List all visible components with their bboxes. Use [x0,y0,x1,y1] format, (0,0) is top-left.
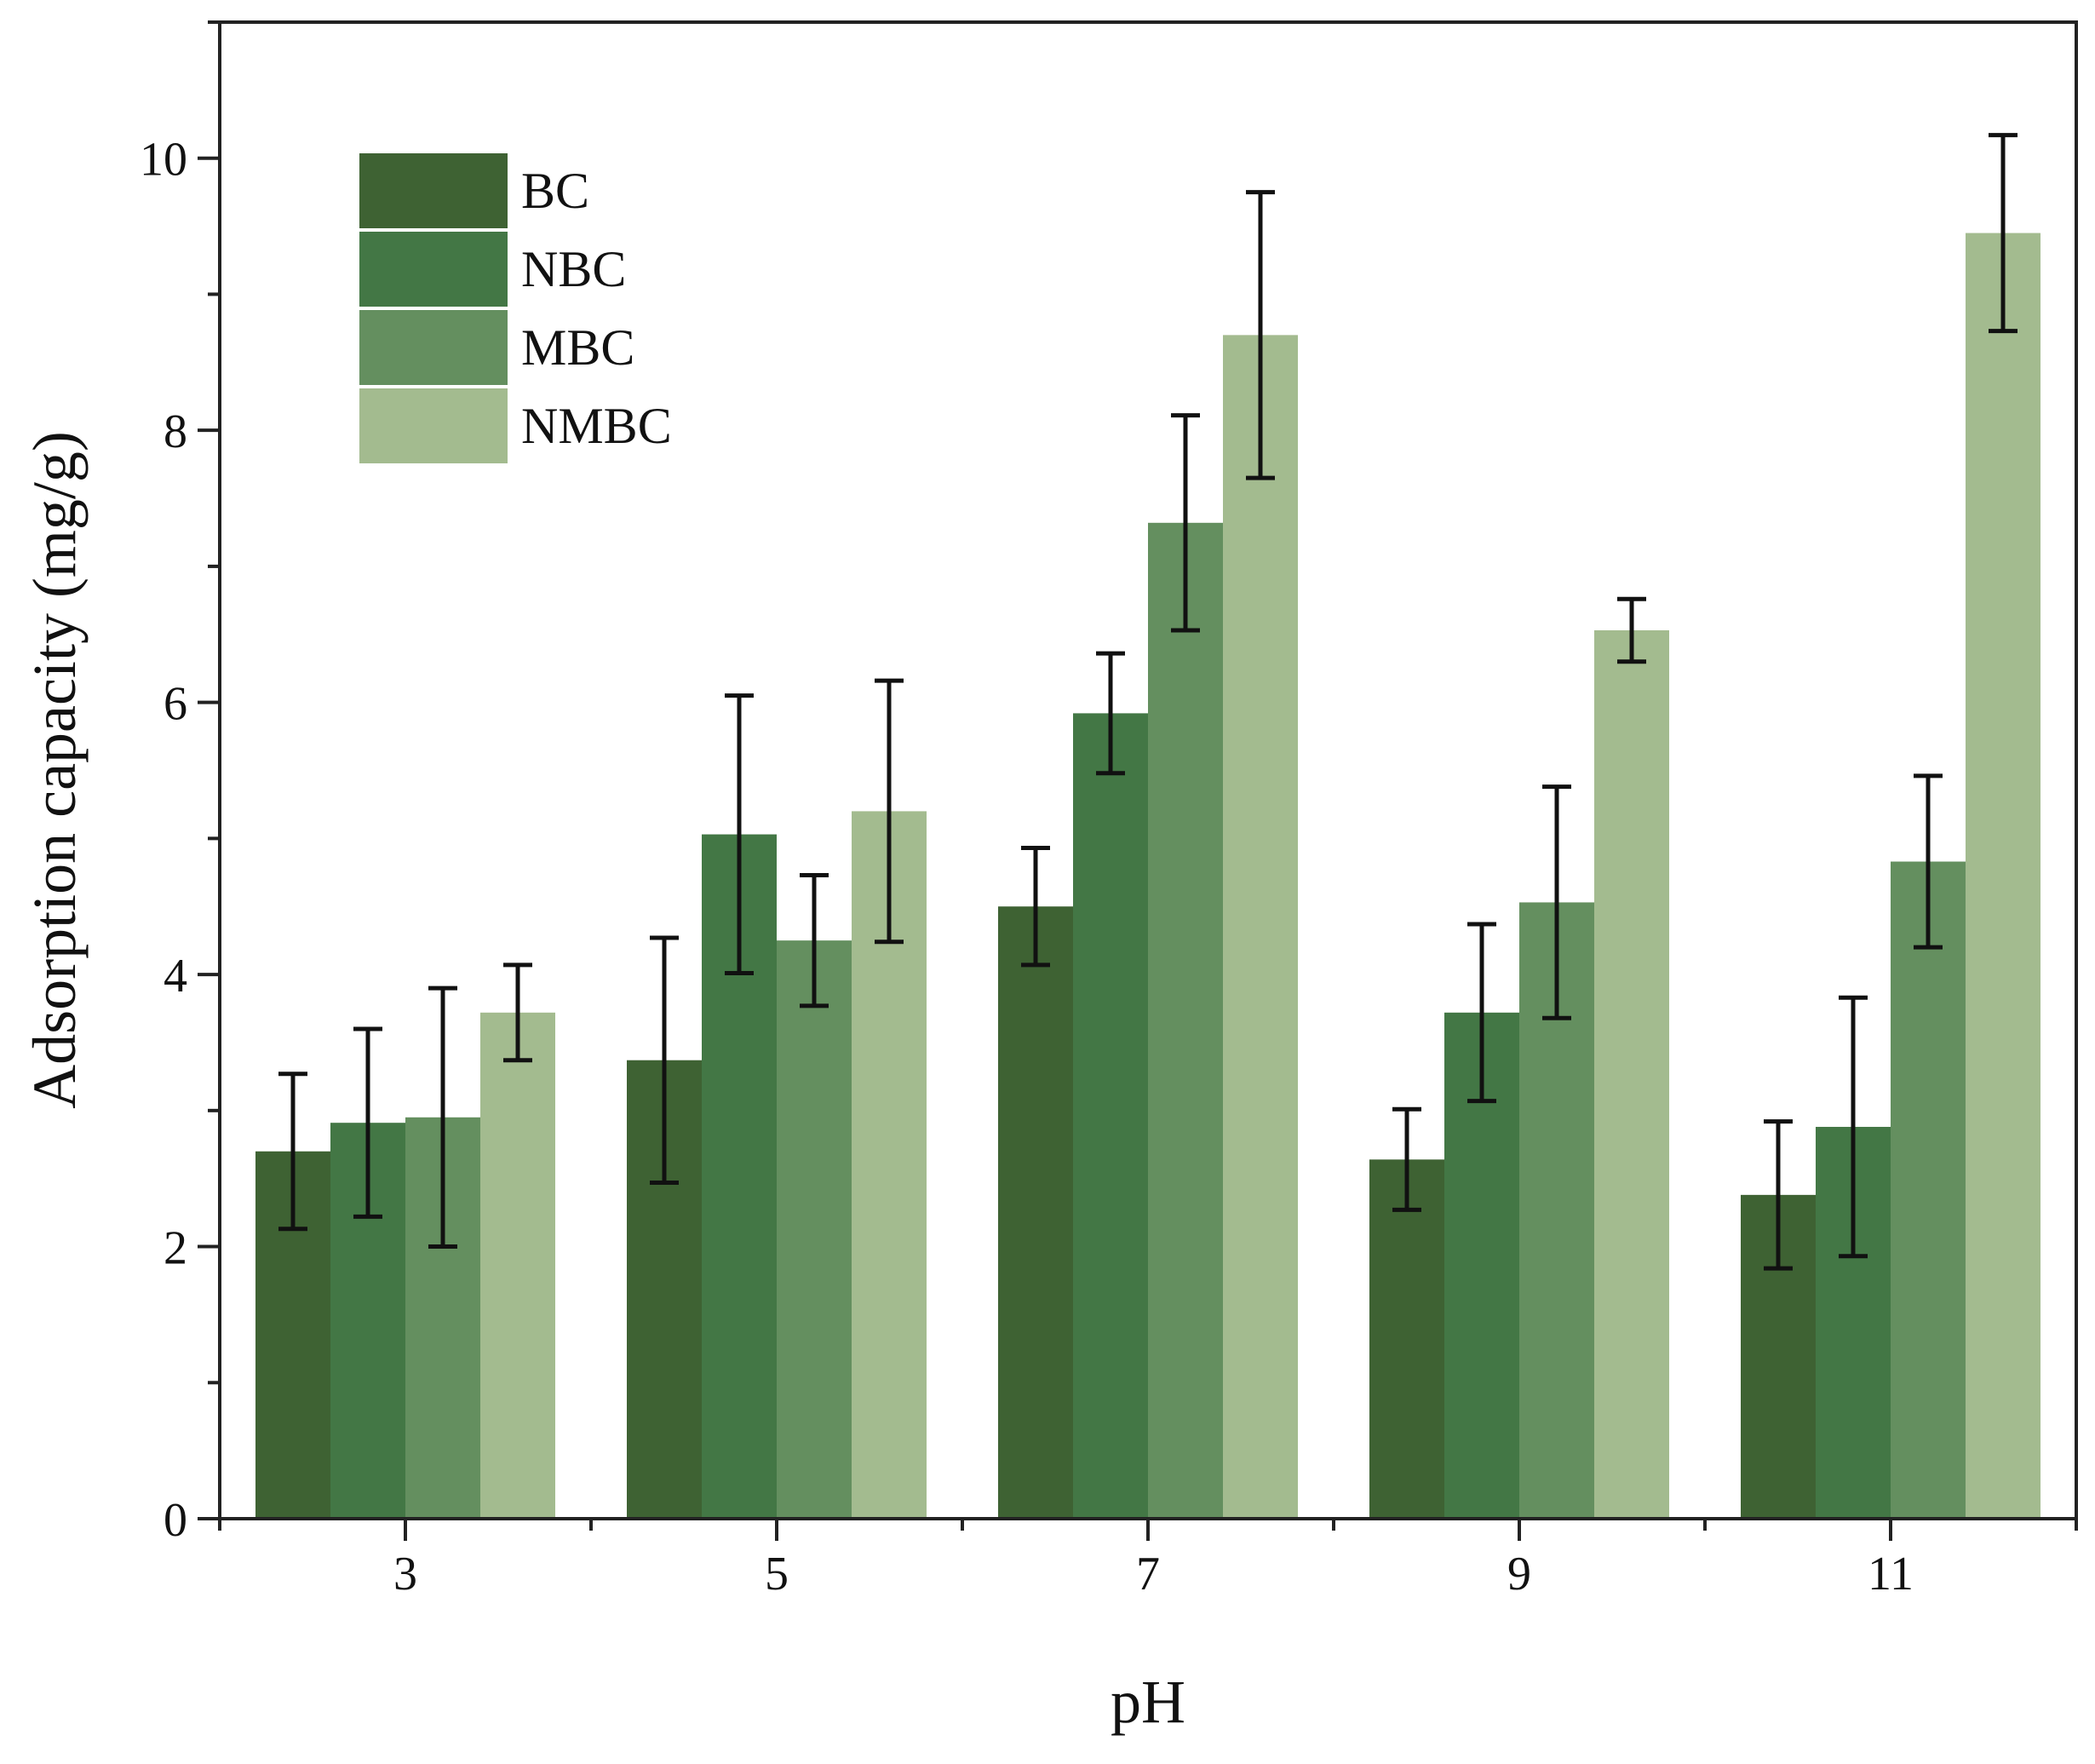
legend-swatch-nbc [359,232,508,307]
bar-mbc-ph5 [777,940,852,1519]
error-bar-nmbc-ph7 [1246,190,1275,480]
error-bar-mbc-ph5 [800,872,829,1008]
y-axis-title: Adsorption capacity (mg/g) [20,431,89,1109]
y-tick-label: 4 [164,950,187,1003]
error-bar-bc-ph11 [1764,1119,1793,1271]
legend-label-nbc: NBC [521,241,626,297]
x-tick-label: 7 [1136,1548,1160,1600]
error-bar-bc-ph5 [650,935,679,1185]
bar-nmbc-ph9 [1594,629,1669,1519]
error-bar-nbc-ph11 [1839,995,1868,1259]
error-bars-layer [278,133,2018,1271]
x-axis: 3 5 7 9 11 [218,1519,2078,1600]
error-bar-mbc-ph7 [1171,413,1200,633]
bar-mbc-ph11 [1891,861,1966,1519]
y-tick-label: 8 [164,405,187,458]
error-bar-nbc-ph7 [1096,651,1125,776]
legend-label-mbc: MBC [521,319,634,376]
error-bar-nmbc-ph11 [1989,133,2018,334]
error-bar-bc-ph7 [1021,846,1050,968]
bar-nmbc-ph3 [480,1012,555,1519]
legend-swatch-bc [359,153,508,228]
error-bar-nmbc-ph9 [1617,596,1646,664]
bars-layer [255,233,2040,1519]
error-bar-bc-ph3 [278,1072,307,1232]
error-bar-nbc-ph3 [353,1026,382,1219]
y-tick-label: 0 [164,1494,187,1547]
bar-nmbc-ph11 [1966,233,2040,1519]
legend: BC NBC MBC NMBC [359,153,672,463]
x-tick-label: 11 [1868,1548,1914,1600]
x-tick-label: 3 [393,1548,417,1600]
y-tick-label: 2 [164,1222,187,1275]
bar-bc-ph7 [998,906,1073,1519]
legend-swatch-nmbc [359,388,508,463]
error-bar-nmbc-ph5 [875,678,904,945]
x-tick-label: 9 [1507,1548,1531,1600]
error-bar-nbc-ph5 [725,693,754,975]
error-bar-nmbc-ph3 [503,962,532,1063]
y-tick-label: 6 [164,678,187,731]
error-bar-nbc-ph9 [1467,922,1496,1104]
legend-label-nmbc: NMBC [521,398,672,454]
error-bar-bc-ph9 [1392,1106,1421,1212]
bar-nbc-ph7 [1073,713,1148,1519]
bar-bc-ph9 [1369,1159,1444,1519]
error-bar-mbc-ph3 [428,985,457,1250]
error-bar-mbc-ph9 [1542,784,1571,1020]
bar-mbc-ph7 [1148,522,1223,1519]
y-axis: 0 2 4 6 8 10 [140,20,220,1547]
error-bar-mbc-ph11 [1914,773,1943,950]
legend-label-bc: BC [521,163,589,219]
y-tick-label: 10 [140,134,187,187]
x-tick-label: 5 [765,1548,789,1600]
bar-nmbc-ph7 [1223,335,1298,1519]
legend-swatch-mbc [359,310,508,385]
x-axis-title: pH [1111,1668,1185,1736]
